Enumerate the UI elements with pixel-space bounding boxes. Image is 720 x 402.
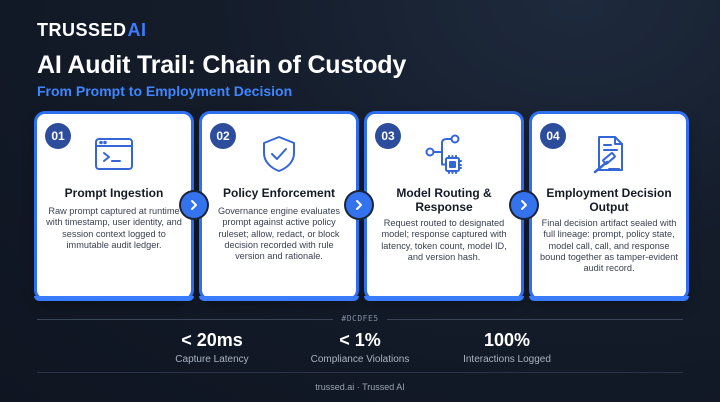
footer-text: trussed.ai · Trussed AI [315,382,405,392]
stat-compliance-violations: < 1% Compliance Violations [290,330,430,365]
step-card-policy-enforcement: 02 Policy Enforcement Governance engine … [199,114,359,301]
step-number-badge: 03 [375,123,401,149]
step-title: Model Routing & Response [396,186,492,214]
step-title: Employment Decision Output [546,186,672,214]
step-description: Final decision artifact sealed with full… [540,218,678,274]
stat-label: Interactions Logged [463,354,551,365]
step-number-badge: 01 [45,123,71,149]
shield-check-icon [257,132,301,176]
chevron-right-icon [346,192,372,218]
stat-value: < 1% [339,330,381,350]
step-number-badge: 02 [210,123,236,149]
divider-left [37,319,333,320]
page-title: AI Audit Trail: Chain of Custody [37,51,407,79]
stat-value: < 20ms [181,330,243,350]
step-title: Prompt Ingestion [64,186,164,200]
divider-label: #DCDFE5 [341,314,379,323]
chevron-right-icon [511,192,537,218]
step-card-employment-decision: 04 Employment Decision Output Final deci… [529,114,689,301]
brand-ai-text: AI [127,20,147,40]
step-card-prompt-ingestion: 01 Prompt Ingestion Raw prompt captured … [34,114,194,301]
document-gavel-icon [587,132,631,176]
brand-logo: TRUSSED AI [37,20,147,41]
brand-name: TRUSSED [37,20,127,40]
step-description: Raw prompt captured at runtime with time… [46,206,182,250]
stat-capture-latency: < 20ms Capture Latency [142,330,282,365]
routing-chip-icon [422,132,466,176]
stat-interactions-logged: 100% Interactions Logged [437,330,577,365]
divider-right [387,319,683,320]
stat-value: 100% [483,330,531,350]
terminal-window-icon [92,132,136,176]
chevron-right-icon [181,192,207,218]
step-description: Governance engine evaluates prompt again… [217,206,341,262]
footer-divider [37,372,683,373]
stat-label: Capture Latency [175,354,249,365]
step-title: Policy Enforcement [222,186,336,200]
step-number-badge: 04 [540,123,566,149]
page-subtitle: From Prompt to Employment Decision [37,83,293,99]
brand-ai-mark: AI [128,20,147,41]
stat-label: Compliance Violations [310,354,410,365]
step-card-model-routing: 03 Model Routing & Response Request rout… [364,114,524,301]
step-description: Request routed to designated model; resp… [381,218,507,262]
